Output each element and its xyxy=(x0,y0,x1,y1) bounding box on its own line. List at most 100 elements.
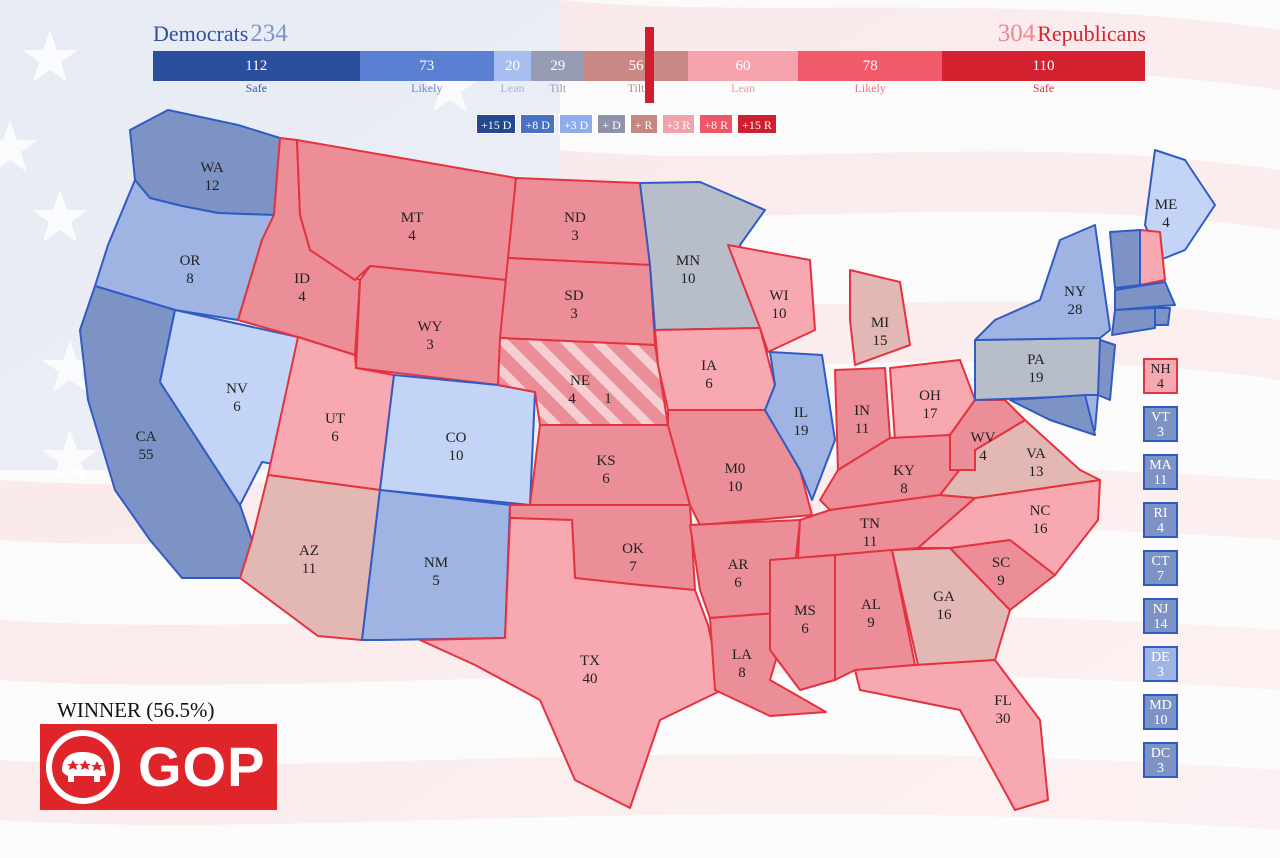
small-state-box-md[interactable]: MD 10 xyxy=(1143,694,1178,730)
small-state-box-nj[interactable]: NJ 14 xyxy=(1143,598,1178,634)
state-wi[interactable] xyxy=(727,244,816,353)
republicans-total-header: 304Republicans xyxy=(998,20,1146,48)
state-label-votes: 28 xyxy=(1068,302,1083,318)
electoral-vote-bar: 112 Safe 73 Likely 20 Lean 29 Tilt 56 Tilt 60 Lean 7… xyxy=(153,51,1145,95)
state-label-abbr: MS xyxy=(794,603,816,619)
dem-total: 234 xyxy=(250,20,288,47)
state-label-votes: 4 xyxy=(408,228,416,244)
state-label-votes: 11 xyxy=(855,421,869,437)
state-label-abbr: NC xyxy=(1030,503,1051,519)
state-label-abbr: NY xyxy=(1064,284,1086,300)
small-state-abbr: VT xyxy=(1151,410,1170,425)
small-state-votes: 11 xyxy=(1153,473,1168,488)
small-state-votes: 4 xyxy=(1157,521,1164,536)
small-state-abbr: DE xyxy=(1151,650,1170,665)
state-me[interactable] xyxy=(1144,149,1216,261)
state-md[interactable] xyxy=(1009,394,1096,436)
state-ma[interactable] xyxy=(1114,281,1176,311)
bar-segment-label: Safe xyxy=(1032,81,1055,95)
state-label-votes: 8 xyxy=(186,271,194,287)
small-state-abbr: NH xyxy=(1150,362,1171,377)
small-state-abbr: NJ xyxy=(1152,602,1169,617)
small-state-box-ct[interactable]: CT 7 xyxy=(1143,550,1178,586)
small-state-box-ma[interactable]: MA 11 xyxy=(1143,454,1178,490)
bar-segment-label: Lean xyxy=(500,81,525,95)
bar-segment-value: 29 xyxy=(550,58,566,74)
small-state-votes: 7 xyxy=(1157,569,1164,584)
state-label-abbr: TN xyxy=(860,516,880,532)
small-state-abbr: CT xyxy=(1151,554,1170,569)
state-fl[interactable] xyxy=(854,659,1049,811)
small-state-box-dc[interactable]: DC 3 xyxy=(1143,742,1178,778)
state-label-abbr: IA xyxy=(701,358,717,374)
state-label-abbr: CA xyxy=(136,429,157,445)
legend-chip: +3 D xyxy=(558,114,594,134)
state-label-votes: 16 xyxy=(937,607,953,623)
state-co[interactable] xyxy=(379,374,536,506)
state-label-votes: 8 xyxy=(738,665,746,681)
state-nh[interactable] xyxy=(1139,229,1166,286)
legend-chip: +8 R xyxy=(699,114,734,134)
small-state-votes: 3 xyxy=(1157,425,1164,440)
state-pa[interactable] xyxy=(974,337,1111,401)
state-label-abbr: KY xyxy=(893,463,915,479)
state-label-abbr: AL xyxy=(861,597,881,613)
state-ct[interactable] xyxy=(1111,307,1156,336)
state-wy[interactable] xyxy=(355,265,507,386)
state-label-abbr: SC xyxy=(992,555,1010,571)
state-mi[interactable] xyxy=(849,269,911,366)
small-state-votes: 3 xyxy=(1157,761,1164,776)
state-label-abbr: GA xyxy=(933,589,955,605)
small-state-votes: 10 xyxy=(1153,713,1168,728)
small-state-box-de[interactable]: DE 3 xyxy=(1143,646,1178,682)
bar-segment-value: 78 xyxy=(862,58,878,74)
state-label-votes: 9 xyxy=(997,573,1005,589)
state-ri[interactable] xyxy=(1154,307,1171,326)
state-ms[interactable] xyxy=(769,554,836,691)
bar-segment-value: 56 xyxy=(628,58,644,74)
small-state-box-ri[interactable]: RI 4 xyxy=(1143,502,1178,538)
small-state-abbr: RI xyxy=(1153,506,1168,521)
state-vt[interactable] xyxy=(1109,229,1141,289)
state-label-abbr: MI xyxy=(871,315,889,331)
state-label-abbr: WA xyxy=(200,160,223,176)
small-state-votes: 4 xyxy=(1157,377,1164,392)
state-label-votes: 3 xyxy=(570,306,578,322)
state-label-votes: 3 xyxy=(426,337,434,353)
state-label-abbr: MN xyxy=(676,253,700,269)
small-state-box-vt[interactable]: VT 3 xyxy=(1143,406,1178,442)
bar-segment-label: Safe xyxy=(245,81,267,95)
winner-label: WINNER (56.5%) xyxy=(57,698,215,722)
small-state-box-nh[interactable]: NH 4 xyxy=(1143,358,1178,394)
legend-chip: +15 R xyxy=(737,114,777,134)
bar-segment-6: 60 Lean xyxy=(687,51,799,95)
bar-segment-value: 110 xyxy=(1032,58,1055,74)
state-label-abbr: WY xyxy=(418,319,443,335)
state-label-abbr: ID xyxy=(294,271,310,287)
state-label-votes: 6 xyxy=(734,575,742,591)
state-il[interactable] xyxy=(764,351,836,501)
state-nj[interactable] xyxy=(1097,339,1116,401)
state-label-abbr: SD xyxy=(564,288,583,304)
state-ny[interactable] xyxy=(974,224,1111,341)
state-label-abbr: MT xyxy=(401,210,424,226)
legend-chip: +8 D xyxy=(520,114,555,134)
state-label-votes: 15 xyxy=(873,333,888,349)
bar-segment-label: Tilt xyxy=(627,81,645,95)
state-label-votes: 4 xyxy=(568,391,576,407)
state-label-votes: 10 xyxy=(728,479,743,495)
bar-segment-label: Lean xyxy=(731,81,755,95)
state-label-votes: 11 xyxy=(863,534,877,550)
270-threshold-marker xyxy=(645,27,654,103)
state-label-abbr: IL xyxy=(794,405,808,421)
democrats-total-header: Democrats234 xyxy=(153,20,288,48)
state-label-abbr: AR xyxy=(728,557,749,573)
state-label-abbr: ME xyxy=(1155,197,1178,213)
state-label-votes: 6 xyxy=(602,471,610,487)
bar-segment-8: 110 Safe xyxy=(942,51,1145,95)
legend-chip: + R xyxy=(629,114,658,134)
small-state-abbr: MD xyxy=(1149,698,1172,713)
state-tx[interactable] xyxy=(419,517,723,809)
state-label-votes: 3 xyxy=(571,228,579,244)
